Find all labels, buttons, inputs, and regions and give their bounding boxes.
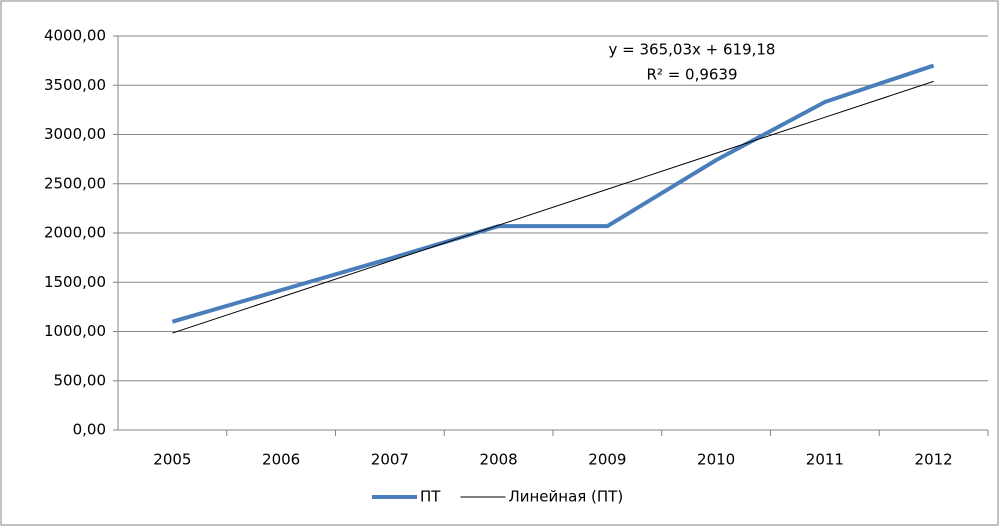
y-tick-label: 500,00 <box>54 371 107 389</box>
x-tick-label: 2005 <box>153 451 191 469</box>
y-tick-label: 4000,00 <box>44 27 106 45</box>
y-tick-label: 1500,00 <box>44 273 106 291</box>
y-tick-label: 3500,00 <box>44 76 106 94</box>
trend-r2: R² = 0,9639 <box>646 66 737 84</box>
x-tick-label: 2012 <box>915 451 953 469</box>
y-tick-label: 2500,00 <box>44 174 106 192</box>
x-tick-label: 2010 <box>697 451 735 469</box>
y-tick-label: 1000,00 <box>44 322 106 340</box>
x-tick-label: 2006 <box>262 451 300 469</box>
legend-label: Линейная (ПТ) <box>508 488 623 506</box>
y-tick-label: 0,00 <box>73 421 106 439</box>
x-tick-label: 2009 <box>588 451 626 469</box>
y-tick-label: 3000,00 <box>44 125 106 143</box>
y-tick-label: 2000,00 <box>44 224 106 242</box>
series-line <box>171 63 935 324</box>
x-tick-label: 2007 <box>371 451 409 469</box>
x-tick-label: 2011 <box>806 451 844 469</box>
legend-label: ПТ <box>420 488 441 506</box>
trend-line <box>172 80 934 334</box>
trend-equation: y = 365,03x + 619,18 <box>609 41 776 59</box>
x-tick-label: 2008 <box>480 451 518 469</box>
